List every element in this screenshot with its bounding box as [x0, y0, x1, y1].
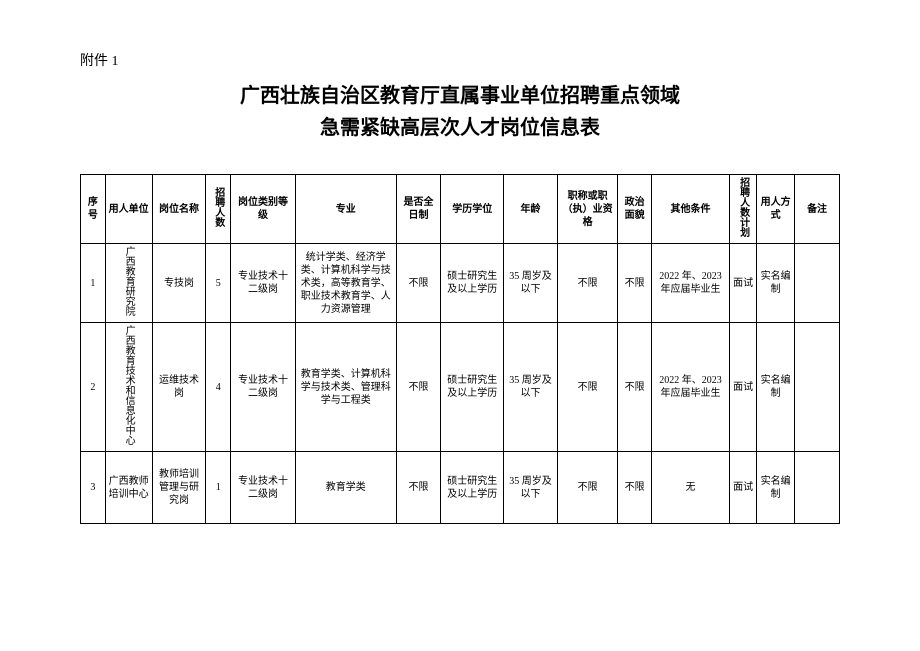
- title-line-1: 广西壮族自治区教育厅直属事业单位招聘重点领域: [80, 80, 840, 112]
- cell-edu: 硕士研究生及以上学历: [441, 244, 504, 323]
- header-political: 政治面貌: [618, 175, 652, 244]
- info-table: 序号 用人单位 岗位名称 招聘人数 岗位类别等级 专业 是否全日制 学历学位 年…: [80, 174, 840, 524]
- table-row: 1 广西教育研究院 专技岗 5 专业技术十二级岗 统计学类、经济学类、计算机科学…: [81, 244, 840, 323]
- cell-age: 35 周岁及以下: [504, 244, 558, 323]
- cell-fulltime: 不限: [396, 244, 441, 323]
- cell-count: 1: [206, 452, 231, 524]
- header-other: 其他条件: [651, 175, 729, 244]
- header-edu: 学历学位: [441, 175, 504, 244]
- cell-seq: 1: [81, 244, 106, 323]
- cell-political: 不限: [618, 452, 652, 524]
- cell-method: 实名编制: [757, 323, 795, 452]
- cell-age: 35 周岁及以下: [504, 452, 558, 524]
- header-fulltime: 是否全日制: [396, 175, 441, 244]
- header-remark: 备注: [795, 175, 840, 244]
- cell-remark: [795, 244, 840, 323]
- cell-remark: [795, 323, 840, 452]
- cell-qual: 不限: [557, 323, 617, 452]
- cell-plan: 面试: [730, 244, 757, 323]
- cell-edu: 硕士研究生及以上学历: [441, 323, 504, 452]
- cell-seq: 3: [81, 452, 106, 524]
- cell-major: 教育学类、计算机科学与技术类、管理科学与工程类: [295, 323, 396, 452]
- cell-seq: 2: [81, 323, 106, 452]
- header-posname: 岗位名称: [152, 175, 206, 244]
- cell-other: 2022 年、2023 年应届毕业生: [651, 244, 729, 323]
- cell-method: 实名编制: [757, 452, 795, 524]
- cell-count: 5: [206, 244, 231, 323]
- cell-method: 实名编制: [757, 244, 795, 323]
- header-method: 用人方式: [757, 175, 795, 244]
- table-row: 2 广西教育技术和信息化中心 运维技术岗 4 专业技术十二级岗 教育学类、计算机…: [81, 323, 840, 452]
- header-level: 岗位类别等级: [231, 175, 296, 244]
- cell-qual: 不限: [557, 452, 617, 524]
- cell-fulltime: 不限: [396, 452, 441, 524]
- cell-other: 2022 年、2023 年应届毕业生: [651, 323, 729, 452]
- table-body: 1 广西教育研究院 专技岗 5 专业技术十二级岗 统计学类、经济学类、计算机科学…: [81, 244, 840, 524]
- cell-remark: [795, 452, 840, 524]
- cell-posname: 运维技术岗: [152, 323, 206, 452]
- cell-unit: 广西教育研究院: [105, 244, 152, 323]
- cell-other: 无: [651, 452, 729, 524]
- cell-level: 专业技术十二级岗: [231, 323, 296, 452]
- title-block: 广西壮族自治区教育厅直属事业单位招聘重点领域 急需紧缺高层次人才岗位信息表: [80, 80, 840, 144]
- cell-level: 专业技术十二级岗: [231, 452, 296, 524]
- header-qual: 职称或职（执）业资格: [557, 175, 617, 244]
- cell-count: 4: [206, 323, 231, 452]
- attachment-label: 附件 1: [80, 50, 840, 70]
- cell-major: 统计学类、经济学类、计算机科学与技术类，高等教育学、职业技术教育学、人力资源管理: [295, 244, 396, 323]
- cell-major: 教育学类: [295, 452, 396, 524]
- cell-posname: 专技岗: [152, 244, 206, 323]
- cell-qual: 不限: [557, 244, 617, 323]
- cell-edu: 硕士研究生及以上学历: [441, 452, 504, 524]
- header-unit: 用人单位: [105, 175, 152, 244]
- header-plan: 招聘人数计划: [730, 175, 757, 244]
- cell-unit: 广西教育技术和信息化中心: [105, 323, 152, 452]
- cell-political: 不限: [618, 323, 652, 452]
- cell-unit: 广西教师培训中心: [105, 452, 152, 524]
- cell-political: 不限: [618, 244, 652, 323]
- header-count: 招聘人数: [206, 175, 231, 244]
- cell-level: 专业技术十二级岗: [231, 244, 296, 323]
- cell-plan: 面试: [730, 323, 757, 452]
- table-row: 3 广西教师培训中心 教师培训管理与研究岗 1 专业技术十二级岗 教育学类 不限…: [81, 452, 840, 524]
- cell-plan: 面试: [730, 452, 757, 524]
- header-major: 专业: [295, 175, 396, 244]
- cell-fulltime: 不限: [396, 323, 441, 452]
- cell-posname: 教师培训管理与研究岗: [152, 452, 206, 524]
- header-age: 年龄: [504, 175, 558, 244]
- title-line-2: 急需紧缺高层次人才岗位信息表: [80, 112, 840, 144]
- header-row: 序号 用人单位 岗位名称 招聘人数 岗位类别等级 专业 是否全日制 学历学位 年…: [81, 175, 840, 244]
- cell-age: 35 周岁及以下: [504, 323, 558, 452]
- header-seq: 序号: [81, 175, 106, 244]
